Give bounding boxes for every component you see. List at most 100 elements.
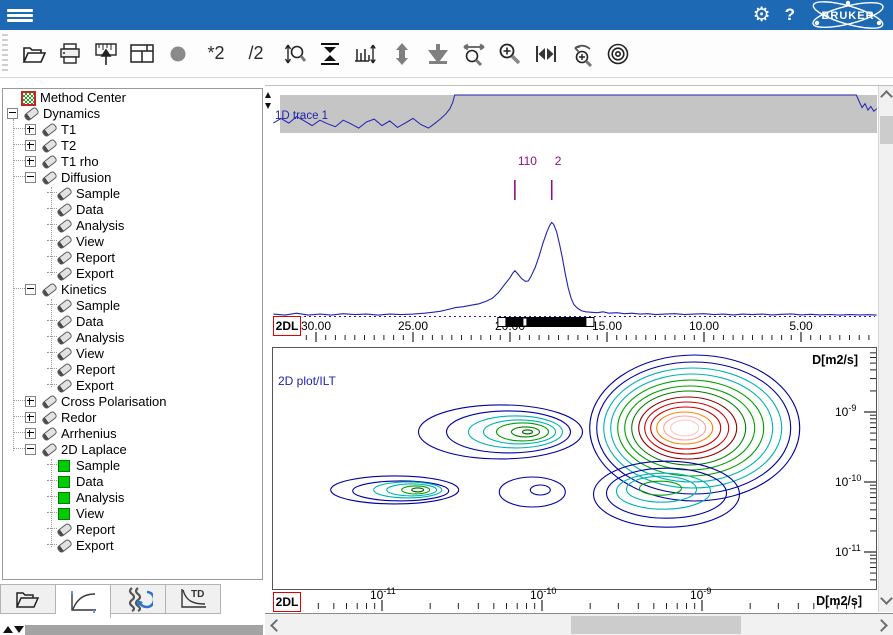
zoom-in-button[interactable] — [495, 39, 525, 69]
tree-item-kinetics[interactable]: Kinetics — [3, 281, 262, 298]
tree-item-label: T1 — [61, 121, 77, 137]
expand-box-icon[interactable] — [25, 395, 36, 407]
toolbar-grip[interactable] — [2, 33, 8, 74]
tree-item-report[interactable]: Report — [3, 361, 262, 378]
expand-box-icon[interactable] — [25, 139, 36, 151]
expand-box-icon[interactable] — [25, 123, 36, 135]
tree-item-report[interactable]: Report — [3, 521, 262, 538]
tree-item-label: View — [76, 233, 104, 249]
tree-item-view[interactable]: View — [3, 233, 262, 250]
scroll-up-icon[interactable] — [880, 90, 893, 103]
help-icon[interactable]: ? — [784, 5, 795, 24]
expand-box-icon[interactable] — [25, 155, 36, 167]
svg-text:15.00: 15.00 — [592, 319, 622, 333]
tree-item-2d-laplace[interactable]: 2D Laplace — [3, 441, 262, 458]
tree-item-dynamics[interactable]: Dynamics — [3, 105, 262, 122]
tab-scroll-down-icon[interactable] — [14, 626, 24, 633]
1d-axis-badge[interactable]: 2DL — [273, 316, 301, 336]
svg-text:10.00: 10.00 — [689, 319, 719, 333]
vertical-scrollbar[interactable] — [878, 86, 893, 612]
tree-item-label: 2D Laplace — [61, 441, 127, 457]
dynamics-tab[interactable] — [111, 584, 166, 614]
tree-item-sample[interactable]: Sample — [3, 185, 262, 202]
x-axis-ticks — [305, 332, 870, 342]
scroll-down-icon[interactable] — [880, 592, 893, 605]
tree-item-data[interactable]: Data — [3, 473, 262, 489]
scroll-right-icon[interactable] — [875, 619, 888, 632]
range-selector-left-handle[interactable] — [497, 317, 507, 327]
tree-item-diffusion[interactable]: Diffusion — [3, 169, 262, 186]
method-center-icon — [21, 90, 36, 106]
tree-item-sample[interactable]: Sample — [3, 297, 262, 314]
tree-item-analysis[interactable]: Analysis — [3, 329, 262, 346]
full-range-button[interactable] — [531, 39, 561, 69]
move-to-bottom-button[interactable] — [423, 39, 453, 69]
tab-scroll-up-icon[interactable] — [3, 626, 13, 633]
tree-connector-stub — [47, 352, 57, 354]
tree-item-view[interactable]: View — [3, 345, 262, 362]
tree-item-export[interactable]: Export — [3, 377, 262, 394]
zoom-undo-button[interactable] — [567, 39, 597, 69]
tree-item-export[interactable]: Export — [3, 537, 262, 554]
collapse-box-icon[interactable] — [25, 443, 36, 455]
gear-icon[interactable]: ⚙ — [752, 4, 771, 26]
scroll-left-icon[interactable] — [270, 619, 283, 632]
paste-spectrum-button[interactable] — [91, 39, 121, 69]
tree-item-t1[interactable]: T1 — [3, 121, 262, 138]
horizontal-scrollbar[interactable] — [265, 613, 893, 635]
2d-contour-plot[interactable]: 2D plot/ILT 10-9 10-10 10-11 10-11 10-10 10-9 D… — [272, 347, 877, 612]
toolbar: *2 /2 — [0, 30, 893, 78]
calibrate-button[interactable] — [603, 39, 633, 69]
zoom-horizontal-button[interactable] — [459, 39, 489, 69]
collapse-box-icon[interactable] — [7, 107, 18, 119]
tree-item-t2[interactable]: T2 — [3, 137, 262, 154]
time-domain-tab[interactable]: TD — [166, 584, 221, 614]
tree-item-analysis[interactable]: Analysis — [3, 489, 262, 505]
zoom-vertical-button[interactable] — [279, 39, 309, 69]
tree-item-export[interactable]: Export — [3, 265, 262, 282]
tree-item-label: Report — [76, 249, 116, 265]
tree-item-t1-rho[interactable]: T1 rho — [3, 153, 262, 170]
tree-item-label: Data — [76, 313, 104, 329]
tree-item-sample[interactable]: Sample — [3, 457, 262, 473]
divide-2-button[interactable]: /2 — [248, 43, 264, 63]
expand-box-icon[interactable] — [25, 411, 36, 423]
tree-item-view[interactable]: View — [3, 505, 262, 521]
print-button[interactable] — [55, 39, 85, 69]
range-selector-right-handle[interactable] — [585, 317, 595, 327]
open-button[interactable] — [19, 39, 49, 69]
range-selector[interactable] — [497, 317, 595, 327]
collapse-box-icon[interactable] — [25, 171, 36, 183]
tree-item-data[interactable]: Data — [3, 313, 262, 330]
analysis-curve-tab[interactable] — [56, 584, 111, 618]
multiply-2-button[interactable]: *2 — [207, 43, 225, 63]
tree-connector-stub — [47, 320, 57, 322]
window-layout-button[interactable] — [127, 39, 157, 69]
tree-item-data[interactable]: Data — [3, 201, 262, 218]
tab-area-scrollbar[interactable] — [25, 625, 263, 635]
1d-spectrum-plot[interactable]: 1D trace 130.0025.0020.0015.0010.005.001… — [272, 88, 877, 345]
splitter-handle[interactable] — [263, 90, 273, 112]
tree-item-analysis[interactable]: Analysis — [3, 217, 262, 234]
main-top-divider — [265, 85, 893, 86]
tree-item-method-center[interactable]: Method Center — [3, 89, 262, 106]
expand-vertical-button[interactable] — [387, 39, 417, 69]
tree-item-cross-polarisation[interactable]: Cross Polarisation — [3, 393, 262, 410]
tree-connector-stub — [47, 208, 57, 210]
expand-box-icon[interactable] — [25, 427, 36, 439]
x-axis-ticks-2d — [317, 600, 856, 611]
fit-vertical-button[interactable] — [315, 39, 345, 69]
record-button[interactable] — [163, 39, 193, 69]
tree-item-label: Diffusion — [61, 169, 112, 185]
2d-axis-badge[interactable]: 2DL — [273, 592, 301, 612]
open-tab[interactable] — [0, 584, 56, 614]
vertical-scroll-thumb[interactable] — [880, 116, 893, 144]
tree-item-redor[interactable]: Redor — [3, 409, 262, 426]
collapse-box-icon[interactable] — [25, 283, 36, 295]
horizontal-scroll-thumb[interactable] — [571, 616, 741, 634]
menu-icon[interactable] — [7, 7, 33, 24]
scale-ticks-button[interactable] — [351, 39, 381, 69]
view-tab-bar: TD — [0, 584, 263, 618]
tree-item-arrhenius[interactable]: Arrhenius — [3, 425, 262, 442]
tree-item-report[interactable]: Report — [3, 249, 262, 266]
